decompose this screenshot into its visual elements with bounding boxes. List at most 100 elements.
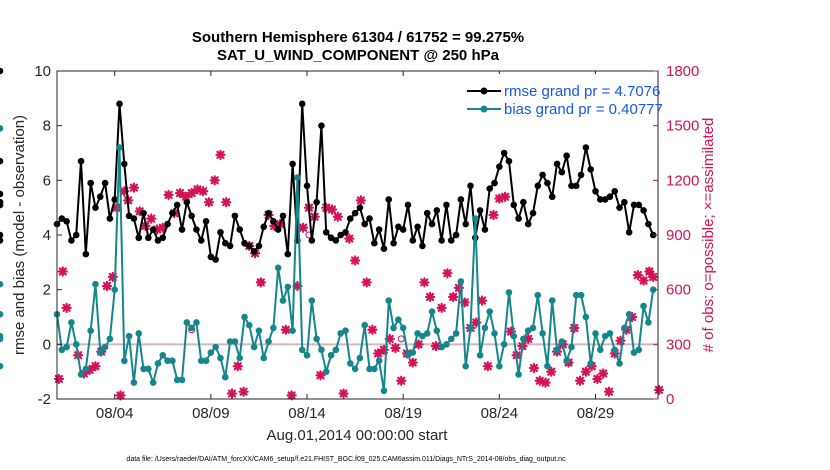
bias-point bbox=[231, 338, 239, 345]
bias-point bbox=[443, 341, 450, 348]
bias-point bbox=[548, 297, 556, 304]
rmse-point bbox=[303, 182, 311, 190]
rmse-point bbox=[260, 223, 268, 231]
rmse-point bbox=[404, 201, 412, 209]
bias-point bbox=[414, 330, 421, 337]
bias-point bbox=[265, 338, 272, 345]
rmse-point bbox=[178, 226, 186, 233]
rmse-point bbox=[361, 220, 369, 228]
y-axis-right: 0 300 600 900 1200 1500 1800 bbox=[653, 63, 699, 408]
rmse-point bbox=[0, 190, 4, 198]
rmse-point bbox=[577, 171, 585, 179]
obs-assimilated-marker bbox=[540, 377, 551, 388]
rmse-point bbox=[371, 239, 378, 247]
rmse-point bbox=[616, 204, 623, 211]
x-tick-label: 08/24 bbox=[481, 405, 519, 422]
rmse-point bbox=[193, 226, 200, 233]
bias-point bbox=[616, 360, 623, 367]
rmse-point bbox=[125, 212, 133, 220]
bias-point bbox=[270, 324, 277, 332]
obs-assimilated-marker bbox=[580, 366, 591, 377]
obs-assimilated-marker bbox=[598, 368, 609, 379]
y-axis-left: -2 0 2 4 6 8 10 bbox=[34, 63, 62, 408]
obs-assimilated-marker bbox=[575, 375, 586, 386]
bias-point bbox=[438, 343, 445, 351]
y-right-tick-label: 0 bbox=[666, 391, 674, 408]
bias-point bbox=[0, 362, 4, 370]
bias-point bbox=[568, 343, 575, 351]
bias-point bbox=[481, 324, 489, 332]
rmse-point bbox=[356, 204, 364, 211]
bias-point bbox=[433, 327, 441, 334]
obs-assimilated-marker bbox=[146, 213, 157, 224]
bias-point bbox=[58, 346, 66, 354]
rmse-point bbox=[274, 226, 282, 233]
rmse-point bbox=[563, 152, 570, 160]
bias-point bbox=[130, 379, 138, 386]
bias-point bbox=[236, 354, 244, 362]
bias-point bbox=[149, 379, 157, 386]
rmse-point bbox=[491, 179, 498, 187]
rmse-point bbox=[106, 215, 114, 222]
bias-point bbox=[597, 346, 604, 354]
rmse-point bbox=[601, 196, 609, 203]
obs-assimilated-marker bbox=[57, 266, 68, 277]
rmse-point bbox=[380, 245, 388, 252]
rmse-point bbox=[606, 193, 614, 201]
bias-point bbox=[226, 338, 234, 345]
x-tick-label: 08/19 bbox=[384, 405, 422, 422]
bias-point bbox=[322, 368, 330, 375]
rmse-point bbox=[140, 209, 147, 217]
rmse-point bbox=[313, 198, 320, 206]
rmse-point bbox=[0, 231, 4, 239]
legend-marker bbox=[480, 87, 488, 95]
bias-point bbox=[169, 357, 176, 365]
bias-point bbox=[587, 360, 594, 367]
bias-point bbox=[462, 362, 469, 370]
bias-point bbox=[496, 362, 503, 370]
chart-subtitle: SAT_U_WIND_COMPONENT @ 250 hPa bbox=[217, 47, 500, 64]
rmse-point bbox=[221, 239, 229, 247]
obs-assimilated-marker bbox=[396, 375, 407, 386]
y-axis-right-label: # of obs: o=possible; ×=assimilated bbox=[700, 118, 717, 353]
bias-point bbox=[183, 319, 191, 326]
bias-point bbox=[621, 324, 628, 332]
rmse-point bbox=[337, 231, 344, 239]
rmse-point bbox=[534, 182, 542, 190]
bias-point bbox=[457, 278, 465, 285]
bias-point bbox=[342, 327, 349, 334]
rmse-point bbox=[399, 226, 407, 233]
bias-point bbox=[601, 332, 609, 340]
bias-point bbox=[529, 324, 537, 332]
rmse-point bbox=[539, 171, 546, 179]
y-left-tick-label: 0 bbox=[43, 336, 51, 353]
bias-point bbox=[106, 335, 114, 343]
bias-point bbox=[197, 357, 205, 365]
rmse-point bbox=[572, 182, 580, 190]
rmse-point bbox=[92, 204, 99, 211]
bias-point bbox=[82, 365, 90, 373]
bias-point bbox=[491, 330, 498, 337]
obs-assimilated-marker bbox=[355, 195, 366, 206]
rmse-point bbox=[207, 253, 215, 261]
bias-point bbox=[0, 310, 4, 318]
bias-point bbox=[515, 371, 522, 378]
rmse-point bbox=[645, 220, 652, 228]
legend-label: rmse grand pr = 4.7076 bbox=[504, 83, 660, 100]
bias-point bbox=[534, 291, 542, 299]
rmse-point bbox=[457, 196, 465, 203]
y-right-tick-label: 900 bbox=[666, 227, 691, 244]
y-left-tick-label: -2 bbox=[38, 391, 51, 408]
rmse-point bbox=[625, 228, 633, 236]
obs-assimilated-marker bbox=[115, 390, 126, 401]
bias-point bbox=[72, 341, 80, 348]
bias-point bbox=[327, 351, 335, 359]
obs-assimilated-marker bbox=[603, 386, 615, 397]
bias-point bbox=[409, 349, 417, 356]
rmse-point bbox=[298, 100, 306, 108]
rmse-point bbox=[169, 209, 176, 217]
bias-point bbox=[279, 297, 287, 304]
bias-point bbox=[111, 286, 118, 293]
rmse-point bbox=[135, 234, 143, 242]
obs-assimilated-marker bbox=[349, 255, 361, 266]
